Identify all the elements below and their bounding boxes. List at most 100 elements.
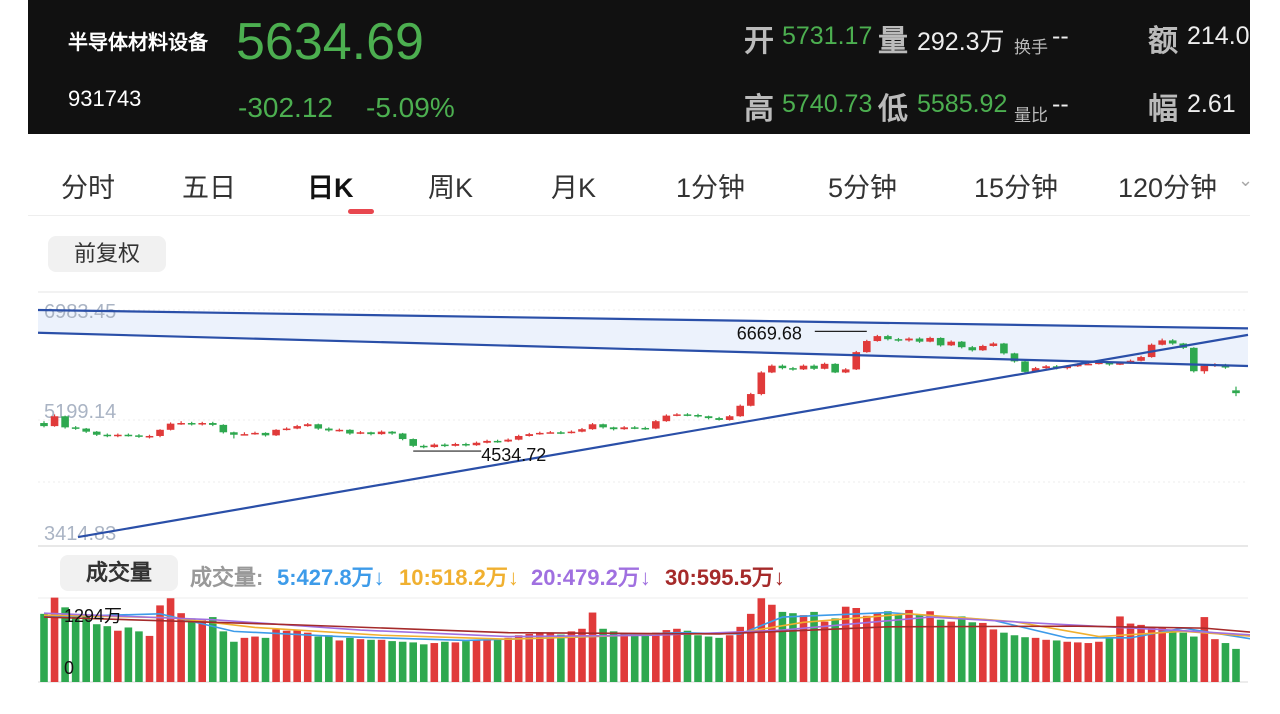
candle <box>145 435 154 438</box>
candle <box>251 432 259 435</box>
volume-bar <box>124 627 133 682</box>
low-annotation: 4534.72 <box>481 445 546 465</box>
volume-bar <box>166 598 175 682</box>
candle <box>609 427 618 430</box>
volume-bar <box>240 637 249 682</box>
volume-bar <box>535 632 544 682</box>
candle <box>504 439 512 442</box>
candle <box>230 432 238 435</box>
tab-weekly-k[interactable]: 周K <box>428 173 474 203</box>
volume-bar <box>1073 642 1082 682</box>
volume-bar <box>968 622 977 682</box>
candle <box>388 431 396 434</box>
period-tabs: 分时 五日 日K 周K 月K 1分钟 5分钟 15分钟 120分钟 ⌄ <box>28 148 1254 214</box>
volume-bar <box>314 636 323 682</box>
volume-bar <box>1095 641 1103 682</box>
tab-daily-k[interactable]: 日K <box>307 173 354 203</box>
candle <box>177 423 185 425</box>
volume-bar <box>472 640 481 682</box>
candle <box>852 352 861 370</box>
volume-bar <box>630 634 639 682</box>
volume-bar <box>398 641 407 682</box>
candle <box>810 365 818 369</box>
low-value: 5585.92 <box>917 90 1008 118</box>
volume-bar <box>599 628 607 682</box>
security-name: 半导体材料设备 <box>68 32 208 54</box>
volume-bar <box>419 644 428 682</box>
candle <box>968 347 977 351</box>
volume-bar <box>641 635 650 682</box>
candle <box>831 363 839 373</box>
volume-bar <box>694 635 702 682</box>
candle <box>303 424 312 427</box>
volume-bar <box>251 636 259 682</box>
tab-intraday[interactable]: 分时 <box>61 173 115 203</box>
volume-bar <box>1021 637 1029 682</box>
candle <box>746 394 755 406</box>
right-edge <box>1250 0 1280 714</box>
volume-bar <box>789 613 797 682</box>
tab-15min[interactable]: 15分钟 <box>974 173 1059 203</box>
candle <box>894 339 903 341</box>
volume-bar <box>810 611 818 682</box>
candle <box>367 432 375 435</box>
volume-bar <box>957 616 966 682</box>
tab-1min[interactable]: 1分钟 <box>676 173 746 203</box>
volume-bar <box>778 611 787 682</box>
volume-bar <box>673 628 681 682</box>
tab-monthly-k[interactable]: 月K <box>551 173 597 203</box>
candle <box>419 445 428 448</box>
volume-bar <box>356 639 365 682</box>
candle <box>1105 362 1114 365</box>
volume-bar <box>92 624 101 682</box>
candle <box>135 435 143 437</box>
volume-bar <box>715 637 723 682</box>
volume-bar <box>905 609 913 682</box>
candle <box>1031 368 1040 372</box>
candle <box>546 432 555 434</box>
candle <box>261 432 270 436</box>
candle <box>630 427 639 429</box>
volume-bar <box>514 635 523 682</box>
price-axis-label: 6983.45 <box>44 301 116 323</box>
volume-bar <box>768 604 776 682</box>
volume-bar <box>652 632 660 682</box>
volume-bar <box>441 641 449 682</box>
volume-bar <box>187 618 196 682</box>
volume-ma5-line <box>43 611 1258 642</box>
candle <box>314 424 323 429</box>
volume-zero-label: 0 <box>64 658 74 678</box>
turnover-value: -- <box>1052 22 1069 50</box>
vol-ratio-label: 量比 <box>1014 106 1048 125</box>
volume-bar <box>915 614 924 682</box>
volume-indicator-button[interactable]: 成交量 <box>60 555 178 591</box>
volume-bar <box>430 643 439 682</box>
volume-ma30-line <box>43 616 1258 635</box>
candle <box>346 429 354 434</box>
candle <box>1000 343 1008 354</box>
candle <box>103 434 112 437</box>
candle <box>82 428 90 432</box>
candle <box>799 365 808 370</box>
candle <box>662 415 671 422</box>
volume-bar <box>1200 617 1209 682</box>
volume-bar <box>578 628 586 682</box>
candle <box>325 428 333 431</box>
candle <box>789 368 797 370</box>
open-value: 5731.17 <box>782 22 873 50</box>
volume-bar <box>567 631 576 682</box>
tabs-divider <box>28 215 1250 216</box>
candle <box>1232 390 1240 394</box>
tab-120min[interactable]: 120分钟 <box>1118 173 1218 203</box>
adjust-mode-button[interactable]: 前复权 <box>48 236 166 272</box>
volume-bar <box>546 633 555 682</box>
chevron-down-icon[interactable]: ⌄ <box>1238 170 1254 190</box>
volume-bar <box>588 612 597 682</box>
tab-five-day[interactable]: 五日 <box>182 173 236 203</box>
channel-lower-line <box>37 331 1249 368</box>
tab-5min[interactable]: 5分钟 <box>828 173 898 203</box>
open-label: 开 <box>744 25 774 58</box>
volume-bar <box>926 611 934 682</box>
candle <box>557 432 565 434</box>
